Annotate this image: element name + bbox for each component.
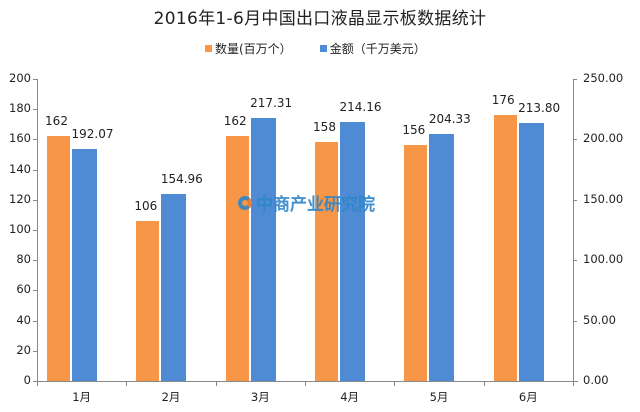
legend: 数量(百万个） 金额（千万美元） xyxy=(205,40,426,57)
x-category-label: 2月 xyxy=(161,390,181,404)
bar-label-quantity: 176 xyxy=(491,93,515,108)
bar-label-quantity: 158 xyxy=(313,120,336,135)
watermark: 中商产业研究院 xyxy=(238,190,375,215)
bar-quantity xyxy=(225,136,249,381)
y-right-tick-label: 200.00 xyxy=(583,131,624,146)
x-category-label: 1月 xyxy=(72,390,92,404)
bar-quantity xyxy=(136,220,160,381)
y-right-tick-label: 100.00 xyxy=(583,252,624,267)
legend-item-amount: 金额（千万美元） xyxy=(319,40,426,57)
bar-label-amount: 217.31 xyxy=(250,96,293,111)
bar-label-amount: 154.96 xyxy=(160,171,203,186)
y-right-tick-label: 0.00 xyxy=(583,373,609,387)
bar-label-amount: 213.80 xyxy=(518,100,561,115)
y-left-tick-label: 100 xyxy=(9,222,31,236)
bar-label-quantity: 162 xyxy=(45,114,68,129)
watermark-logo-icon xyxy=(238,195,252,210)
legend-label-amount: 金额（千万美元） xyxy=(329,42,426,56)
y-right-tick-label: 50.00 xyxy=(583,312,616,327)
legend-label-quantity: 数量(百万个） xyxy=(215,42,292,56)
x-category-label: 3月 xyxy=(250,390,270,404)
x-category-label: 5月 xyxy=(429,390,449,404)
bar-amount xyxy=(518,122,544,381)
y-left-tick-label: 80 xyxy=(16,252,31,267)
y-right-tick-label: 150.00 xyxy=(583,191,624,206)
bar-quantity xyxy=(315,142,338,381)
bar-label-amount: 204.33 xyxy=(428,112,471,127)
bar-amount xyxy=(72,148,97,381)
bar-amount xyxy=(340,122,365,381)
bar-label-quantity: 162 xyxy=(223,114,247,129)
y-left-tick-label: 40 xyxy=(16,312,31,327)
bar-label-quantity: 156 xyxy=(402,123,426,138)
bar-amount xyxy=(429,134,455,381)
bar-label-amount: 214.16 xyxy=(339,100,382,115)
bar-quantity xyxy=(47,136,70,381)
legend-swatch-amount xyxy=(319,45,327,52)
bar-quantity xyxy=(493,115,517,381)
y-left-tick-label: 20 xyxy=(16,342,31,357)
bar-quantity xyxy=(404,145,428,381)
x-category-label: 6月 xyxy=(518,390,538,404)
y-right-tick-label: 250.00 xyxy=(583,71,624,85)
legend-item-quantity: 数量(百万个） xyxy=(205,40,292,57)
y-left-tick-label: 140 xyxy=(9,161,31,176)
bar-amount xyxy=(161,193,187,381)
legend-swatch-quantity xyxy=(205,45,212,52)
x-category-label: 4月 xyxy=(340,390,360,404)
chart-title: 2016年1-6月中国出口液晶显示板数据统计 xyxy=(153,9,487,29)
bar-label-amount: 192.07 xyxy=(71,126,114,141)
y-left-tick-label: 60 xyxy=(16,282,31,297)
y-left-tick-label: 120 xyxy=(9,191,31,206)
y-left-tick-label: 200 xyxy=(9,71,31,85)
y-left-tick-label: 180 xyxy=(9,101,31,116)
y-left-tick-label: 160 xyxy=(9,131,31,146)
y-left-tick-label: 0 xyxy=(23,373,31,387)
bar-label-quantity: 106 xyxy=(134,198,158,213)
watermark-text: 中商产业研究院 xyxy=(256,195,375,215)
bar-amount xyxy=(250,118,276,381)
